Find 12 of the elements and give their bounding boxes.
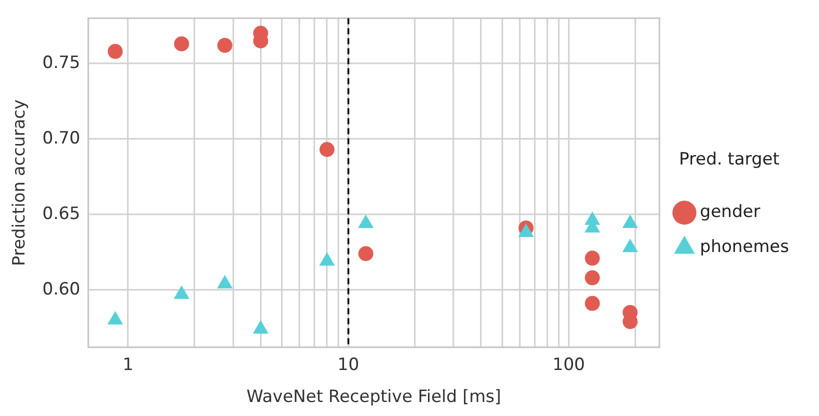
y-tick-label: 0.60 bbox=[42, 279, 80, 300]
legend-title: Pred. target bbox=[679, 150, 780, 170]
y-axis-title: Prediction accuracy bbox=[10, 99, 30, 266]
y-tick-label: 0.65 bbox=[42, 204, 80, 224]
x-tick-label: 10 bbox=[338, 354, 360, 375]
legend-label: phonemes bbox=[700, 237, 790, 258]
x-tick-label: 1 bbox=[122, 354, 134, 375]
y-tick-label: 0.75 bbox=[42, 52, 80, 73]
legend-label: gender bbox=[700, 202, 760, 222]
x-tick-label: 100 bbox=[552, 354, 585, 375]
y-tick-label: 0.70 bbox=[42, 128, 80, 148]
x-axis-title: WaveNet Receptive Field [ms] bbox=[246, 387, 502, 408]
